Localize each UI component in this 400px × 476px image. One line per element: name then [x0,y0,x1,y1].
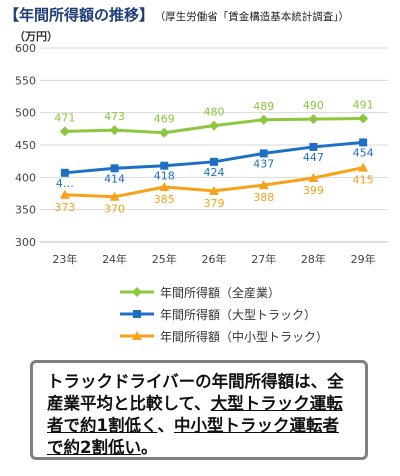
legend-item-small-medium-truck: 年間所得額（中小型トラック） [120,326,328,346]
callout-underline-large-truck: 大型トラック運転者で約1割低く [47,393,343,435]
data-label: 370 [104,203,125,216]
data-point-diamond [159,127,170,138]
data-label: 388 [253,191,274,204]
legend-swatch-orange [120,331,154,340]
data-point-triangle [358,162,369,172]
data-label: 424 [204,166,225,179]
data-point-square [60,168,69,177]
y-tick-label: 400 [15,171,36,184]
callout-underline-small-medium-truck: 中小型トラック運転者で約2割低い [47,415,339,457]
data-point-triangle [308,172,319,182]
y-tick-label: 350 [15,204,36,217]
line-chart: 300 350 400 450 500 550 600 23年 24年 25年 26年 27年 28年 2… [15,42,388,266]
data-label: 469 [154,113,175,126]
legend-item-large-truck: 年間所得額（大型トラック） [120,304,328,324]
x-tick-label: 28年 [301,252,326,266]
y-tick-label: 300 [15,236,36,249]
data-point-square [160,161,169,170]
data-point-square [309,142,318,151]
data-point-triangle [109,191,120,201]
data-label: 373 [54,201,75,214]
x-tick-label: 23年 [52,252,77,266]
legend-swatch-blue [120,310,154,318]
callout-text: 。 [140,437,158,457]
data-point-square [259,149,268,158]
callout-text: 、 [157,415,174,435]
header: 【年間所得額の推移】 （厚生労働省「賃金構造基本統計調査」） [4,4,396,26]
x-tick-label: 26年 [202,252,227,266]
data-label: 399 [303,184,324,197]
data-label: 480 [204,106,225,119]
data-label: 489 [253,100,274,113]
y-axis-unit-label: （万円） [14,30,58,43]
data-label: 490 [303,99,324,112]
x-tick-label: 24年 [102,252,127,266]
legend-label: 年間所得額（中小型トラック） [160,329,329,344]
data-point-diamond [258,114,269,125]
data-point-diamond [358,113,369,124]
data-point-triangle [258,180,269,190]
summary-callout: トラックドライバーの年間所得額は、全産業平均と比較して、大型トラック運転者で約1… [30,360,368,460]
data-point-diamond [308,114,319,125]
data-label: 385 [154,193,175,206]
chart-title: 【年間所得額の推移】 [4,6,155,24]
data-point-triangle [209,185,219,195]
legend-label: 年間所得額（全産業） [160,285,281,300]
data-label: 437 [253,157,274,170]
legend-swatch-green [120,287,154,297]
x-tick-label: 25年 [152,252,177,266]
data-point-square [359,138,368,147]
data-point-triangle [159,182,170,192]
data-label: 473 [104,110,125,123]
data-point-square [210,157,218,166]
data-label: 447 [303,151,324,164]
y-tick-label: 550 [15,74,36,87]
x-tick-label: 27年 [251,252,276,266]
data-point-diamond [209,120,219,131]
data-point-diamond [109,125,120,136]
data-label: 415 [353,174,374,187]
y-tick-label: 500 [15,107,36,120]
legend-item-all-industries: 年間所得額（全産業） [120,282,328,302]
data-point-diamond [59,126,70,137]
data-label: 414 [104,172,125,185]
data-label: 418 [154,170,175,183]
legend: 年間所得額（全産業） 年間所得額（大型トラック） 年間所得額（中小型トラック） [120,282,328,348]
y-tick-label: 600 [15,42,36,55]
data-label: 4… [56,177,74,190]
y-tick-label: 450 [15,139,36,152]
legend-label: 年間所得額（大型トラック） [160,307,317,322]
data-label: 454 [353,146,374,159]
data-label: 471 [54,111,75,124]
callout-text: トラックドライバーの年間所得額は、全産業平均と比較して、 [47,372,344,413]
chart-source: （厚生労働省「賃金構造基本統計調査」） [160,11,350,23]
data-point-square [110,164,119,173]
data-label: 491 [353,98,374,111]
x-tick-label: 29年 [351,252,376,266]
data-point-triangle [59,189,70,199]
data-label: 379 [204,197,225,210]
